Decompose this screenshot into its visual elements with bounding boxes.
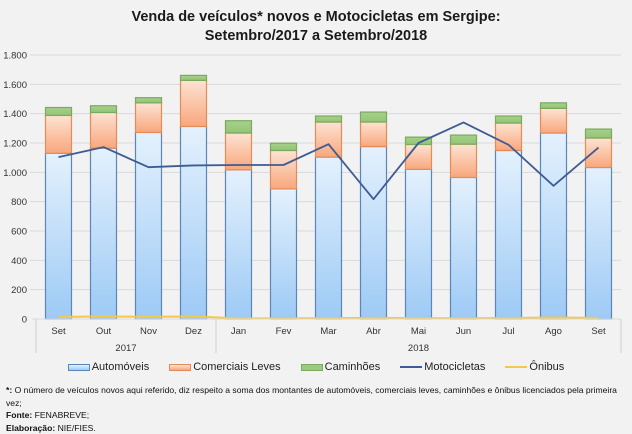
- bar-automóveis-nov: [136, 132, 162, 319]
- legend-swatch-motocicletas: [400, 366, 422, 368]
- y-axis: 0 200 400 600 800 1.000 1.200 1.400 1.600 1.800: [3, 51, 27, 326]
- x-tick-label: Set: [591, 326, 606, 337]
- legend-label-automoveis: Automóveis: [92, 361, 149, 373]
- x-tick-label: Abr: [366, 326, 381, 337]
- footnote-note: *: O número de veículos novos aqui refer…: [6, 384, 632, 409]
- footnote-source-label: Fonte:: [6, 410, 32, 420]
- bar-caminhões-fev: [271, 143, 297, 150]
- bar-comerciais-leves-mar: [316, 122, 342, 157]
- legend-swatch-caminhoes: [301, 364, 323, 371]
- bar-automóveis-dez: [181, 126, 207, 319]
- bar-comerciais-leves-nov: [136, 103, 162, 133]
- bar-automóveis-set: [46, 153, 72, 319]
- bar-automóveis-jun: [451, 177, 477, 319]
- legend-item-automoveis: Automóveis: [68, 361, 149, 373]
- x-tick-label: Set: [51, 326, 66, 337]
- bar-comerciais-leves-mai: [406, 144, 432, 169]
- y-tick-label: 1.600: [3, 80, 27, 91]
- legend-item-caminhoes: Caminhões: [301, 361, 381, 373]
- x-tick-label: Jun: [456, 326, 471, 337]
- bar-caminhões-jul: [496, 116, 522, 123]
- x-group-label: 2018: [408, 343, 429, 354]
- x-tick-label: Mar: [320, 326, 336, 337]
- bar-automóveis-ago: [541, 133, 567, 319]
- legend-label-motocicletas: Motocicletas: [424, 361, 485, 373]
- footnote-author-text: NIE/FIES.: [55, 423, 96, 433]
- bar-caminhões-abr: [361, 112, 387, 122]
- legend: Automóveis Comerciais Leves Caminhões Mo…: [0, 361, 632, 373]
- footnote: *: O número de veículos novos aqui refer…: [6, 384, 632, 434]
- bar-automóveis-abr: [361, 147, 387, 319]
- legend-swatch-onibus: [505, 366, 527, 368]
- bar-caminhões-jan: [226, 121, 252, 133]
- bar-comerciais-leves-abr: [361, 122, 387, 146]
- x-axis: Set Out Nov Dez Jan Fev Mar Abr Mai Jun Jul Ago Set 2…: [32, 319, 621, 354]
- bar-comerciais-leves-set: [586, 138, 612, 167]
- chart-canvas: 0 200 400 600 800 1.000 1.200 1.400 1.600 1.800 S…: [0, 0, 632, 360]
- bar-automóveis-mai: [406, 169, 432, 319]
- x-tick-label: Out: [96, 326, 112, 337]
- legend-label-comerciais-leves: Comerciais Leves: [193, 361, 280, 373]
- bar-automóveis-fev: [271, 189, 297, 319]
- bar-caminhões-jun: [451, 135, 477, 144]
- footnote-note-text: O número de veículos novos aqui referido…: [6, 385, 617, 408]
- bar-comerciais-leves-fev: [271, 150, 297, 188]
- x-tick-label: Dez: [185, 326, 202, 337]
- x-tick-label: Fev: [276, 326, 292, 337]
- bar-caminhões-mar: [316, 116, 342, 122]
- bar-automóveis-jul: [496, 150, 522, 319]
- bars: [46, 75, 612, 319]
- legend-item-onibus: Ônibus: [505, 361, 564, 373]
- bar-automóveis-mar: [316, 157, 342, 319]
- legend-item-motocicletas: Motocicletas: [400, 361, 485, 373]
- x-tick-label: Jul: [502, 326, 514, 337]
- bar-automóveis-set: [586, 167, 612, 319]
- footnote-source-text: FENABREVE;: [32, 410, 89, 420]
- footnote-author: Elaboração: NIE/FIES.: [6, 422, 632, 434]
- x-tick-label: Jan: [231, 326, 246, 337]
- footnote-author-label: Elaboração:: [6, 423, 55, 433]
- bar-comerciais-leves-set: [46, 115, 72, 153]
- bar-automóveis-jan: [226, 170, 252, 319]
- bar-comerciais-leves-ago: [541, 108, 567, 133]
- legend-item-comerciais-leves: Comerciais Leves: [169, 361, 280, 373]
- y-tick-label: 200: [11, 285, 27, 296]
- legend-swatch-automoveis: [68, 364, 90, 371]
- x-group-label: 2017: [115, 343, 136, 354]
- y-tick-label: 1.400: [3, 109, 27, 120]
- bar-comerciais-leves-jul: [496, 123, 522, 150]
- legend-label-caminhoes: Caminhões: [325, 361, 381, 373]
- bar-comerciais-leves-out: [91, 112, 117, 148]
- footnote-source: Fonte: FENABREVE;: [6, 409, 632, 422]
- bar-caminhões-dez: [181, 75, 207, 80]
- bar-caminhões-out: [91, 106, 117, 113]
- bar-comerciais-leves-jun: [451, 144, 477, 177]
- y-tick-label: 1.000: [3, 168, 27, 179]
- bar-caminhões-set: [586, 129, 612, 138]
- x-tick-label: Nov: [140, 326, 157, 337]
- y-tick-label: 600: [11, 227, 27, 238]
- y-tick-label: 0: [22, 315, 27, 326]
- bar-caminhões-ago: [541, 103, 567, 109]
- y-tick-label: 1.200: [3, 139, 27, 150]
- legend-swatch-comerciais-leves: [169, 364, 191, 371]
- legend-label-onibus: Ônibus: [529, 361, 564, 373]
- y-tick-label: 400: [11, 256, 27, 267]
- x-tick-label: Ago: [545, 326, 562, 337]
- y-tick-label: 800: [11, 197, 27, 208]
- y-tick-label: 1.800: [3, 51, 27, 62]
- bar-automóveis-out: [91, 148, 117, 319]
- x-tick-label: Mai: [411, 326, 426, 337]
- bar-caminhões-set: [46, 108, 72, 116]
- bar-caminhões-nov: [136, 98, 162, 103]
- bar-comerciais-leves-dez: [181, 80, 207, 126]
